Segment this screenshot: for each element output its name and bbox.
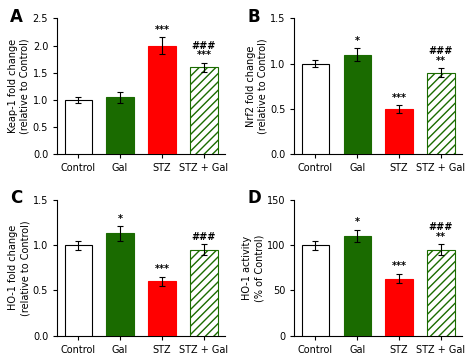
Text: *: * [355,36,360,46]
Text: **: ** [436,232,446,242]
Bar [148,46,176,154]
Bar [190,67,218,154]
Text: ###: ### [429,46,453,56]
Y-axis label: HO-1 activity
(% of Control): HO-1 activity (% of Control) [242,234,264,302]
Text: *: * [355,217,360,227]
Text: *: * [118,213,123,224]
Bar [64,245,92,336]
Bar [344,55,371,154]
Bar [190,250,218,336]
Bar [148,281,176,336]
Bar [301,245,329,336]
Bar [301,64,329,154]
Text: ***: *** [392,93,407,103]
Y-axis label: Nrf2 fold change
(relative to Control): Nrf2 fold change (relative to Control) [246,38,267,134]
Text: ***: *** [196,50,211,60]
Text: ***: *** [155,25,170,35]
Text: ###: ### [429,222,453,232]
Text: ###: ### [191,232,216,242]
Bar [385,279,413,336]
Bar [107,97,134,154]
Bar [428,73,455,154]
Text: **: ** [436,56,446,65]
Bar [64,100,92,154]
Text: D: D [247,189,261,207]
Bar [428,250,455,336]
Text: A: A [10,8,23,26]
Text: C: C [10,189,23,207]
Text: ***: *** [155,264,170,274]
Y-axis label: Keap-1 fold change
(relative to Control): Keap-1 fold change (relative to Control) [9,38,30,134]
Bar [385,109,413,154]
Bar [344,236,371,336]
Text: ***: *** [392,261,407,272]
Bar [107,233,134,336]
Text: B: B [247,8,260,26]
Y-axis label: HO-1 fold change
(relative to Control): HO-1 fold change (relative to Control) [9,220,30,316]
Text: ###: ### [191,41,216,51]
